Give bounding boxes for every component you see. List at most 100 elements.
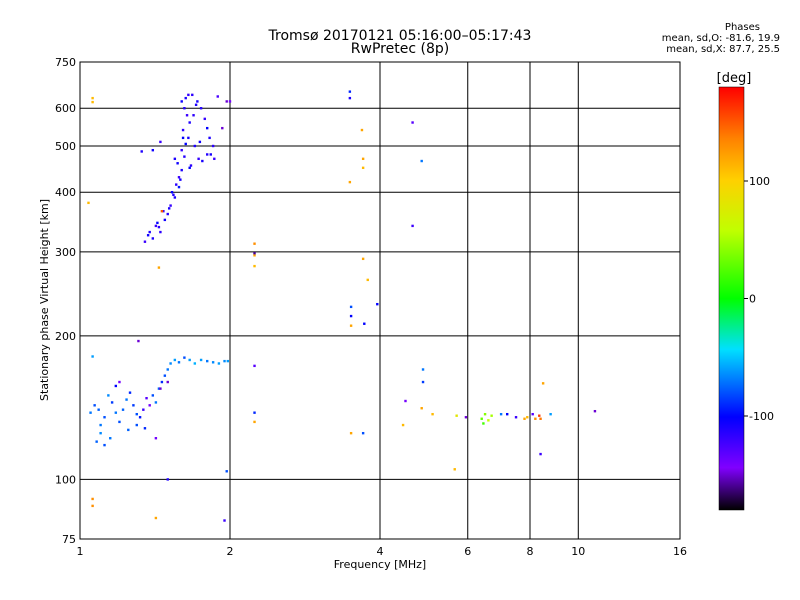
data-point	[169, 362, 172, 365]
x-tick-label: 4	[377, 545, 384, 558]
y-tick-label: 75	[62, 533, 76, 546]
data-point	[192, 114, 195, 117]
data-point	[177, 185, 181, 189]
data-point	[203, 117, 206, 121]
data-point	[143, 240, 147, 243]
colorbar-tick-label: 0	[749, 293, 756, 306]
data-point	[349, 431, 353, 435]
data-point	[138, 416, 142, 419]
data-point	[539, 452, 542, 456]
data-point	[154, 401, 158, 404]
data-point	[91, 504, 94, 508]
data-point	[107, 394, 110, 397]
data-point	[160, 380, 164, 384]
data-point	[199, 358, 203, 362]
data-point	[480, 417, 483, 420]
data-point	[103, 443, 106, 447]
data-point	[421, 368, 425, 371]
data-point	[361, 257, 365, 261]
phases-legend-x-stats: mean, sd,X: 87.7, 25.5	[666, 44, 780, 55]
data-point	[99, 423, 102, 427]
phases-legend: Phases mean, sd,O: -81.6, 19.9 mean, sd,…	[560, 22, 780, 55]
data-point	[482, 422, 485, 425]
data-point	[421, 380, 425, 384]
data-point	[159, 140, 162, 144]
data-point	[197, 157, 200, 161]
data-point	[103, 416, 106, 419]
data-point	[91, 100, 94, 104]
data-point	[159, 387, 162, 390]
data-point	[483, 412, 487, 416]
data-point	[128, 391, 132, 394]
data-point	[348, 96, 352, 100]
data-point	[177, 176, 181, 179]
data-point	[140, 150, 143, 153]
data-point	[180, 100, 183, 103]
data-point	[125, 398, 128, 401]
data-point	[411, 224, 414, 228]
data-point	[159, 230, 162, 234]
colorbar-ticks: 100 0 -100	[744, 175, 774, 423]
data-point	[216, 95, 219, 98]
data-point	[184, 96, 187, 100]
data-point	[349, 324, 353, 327]
data-point	[167, 207, 171, 210]
data-point	[157, 387, 161, 390]
chart-title: Tromsø 20170121 05:16:00–05:17:43	[268, 28, 532, 44]
data-point	[187, 93, 190, 97]
x-tick-label: 6	[464, 545, 471, 558]
data-point	[166, 368, 169, 371]
data-point	[363, 322, 366, 325]
y-tick-label: 750	[55, 56, 76, 69]
x-axis-ticks: 1 2 4 6 8 10 16	[77, 545, 688, 558]
data-point	[191, 93, 194, 97]
data-point	[453, 468, 456, 471]
data-point	[170, 191, 174, 194]
data-point	[118, 420, 121, 424]
data-point	[118, 380, 121, 384]
data-point	[534, 417, 537, 420]
data-point	[180, 168, 183, 172]
data-point	[253, 411, 256, 414]
data-point	[505, 412, 509, 416]
data-point	[156, 221, 159, 225]
data-point	[132, 404, 135, 407]
data-point	[253, 420, 256, 424]
y-axis-label: Stationary phase Virtual Height [km]	[38, 199, 51, 401]
data-point	[514, 416, 518, 419]
data-point	[223, 519, 226, 522]
data-point	[201, 159, 204, 163]
data-point	[487, 419, 490, 422]
data-point	[228, 100, 232, 103]
data-point	[411, 121, 414, 124]
data-point	[205, 126, 209, 130]
data-point	[180, 148, 183, 152]
data-point	[225, 470, 228, 473]
data-point	[211, 361, 215, 364]
data-point	[526, 416, 529, 419]
data-point	[157, 266, 161, 269]
data-point	[135, 412, 138, 416]
data-point	[549, 412, 552, 416]
data-point	[253, 364, 256, 368]
data-point	[89, 411, 92, 414]
data-point	[162, 209, 165, 213]
data-point	[184, 142, 187, 146]
data-point	[121, 408, 125, 411]
data-point	[157, 225, 161, 229]
data-point	[213, 157, 216, 161]
data-point	[188, 121, 191, 124]
data-point	[209, 153, 212, 156]
data-point	[349, 305, 353, 309]
data-point	[187, 136, 190, 140]
data-point	[166, 212, 169, 216]
x-tick-label: 10	[571, 545, 585, 558]
data-point	[211, 144, 215, 148]
plot-frame	[79, 61, 681, 540]
data-point	[145, 396, 148, 400]
data-point	[172, 193, 175, 197]
colorbar	[718, 86, 745, 511]
data-point	[163, 218, 167, 222]
data-point	[196, 100, 199, 103]
